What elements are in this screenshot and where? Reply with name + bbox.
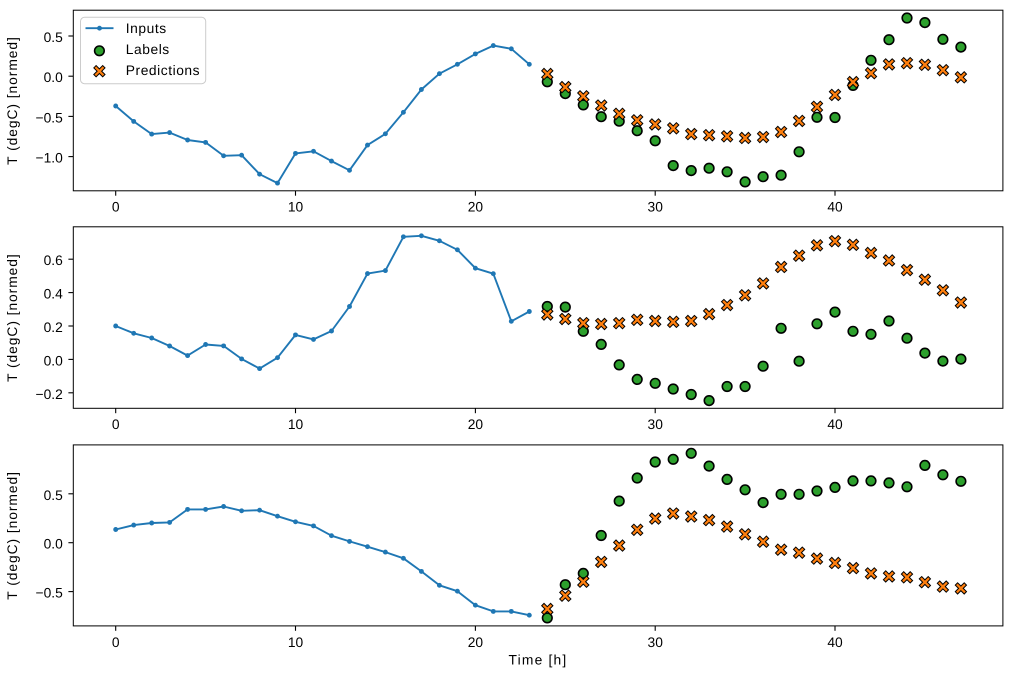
svg-text:0: 0 — [112, 635, 120, 650]
svg-text:20: 20 — [468, 417, 484, 432]
svg-text:−0.5: −0.5 — [36, 110, 64, 125]
svg-text:Predictions: Predictions — [126, 63, 200, 78]
svg-text:0.6: 0.6 — [44, 253, 64, 268]
svg-text:20: 20 — [468, 635, 484, 650]
svg-text:Time [h]: Time [h] — [509, 652, 568, 667]
svg-text:0.4: 0.4 — [44, 287, 64, 302]
svg-text:0.0: 0.0 — [44, 353, 64, 368]
svg-text:−1.0: −1.0 — [36, 151, 64, 166]
svg-text:0: 0 — [112, 200, 120, 215]
svg-text:30: 30 — [648, 200, 664, 215]
svg-text:40: 40 — [827, 635, 843, 650]
svg-text:0.0: 0.0 — [44, 70, 64, 85]
svg-text:10: 10 — [288, 417, 304, 432]
svg-text:40: 40 — [827, 417, 843, 432]
svg-text:−0.2: −0.2 — [36, 387, 63, 402]
svg-text:30: 30 — [648, 635, 664, 650]
svg-text:0.5: 0.5 — [44, 30, 64, 45]
svg-text:−0.5: −0.5 — [36, 586, 64, 601]
svg-text:10: 10 — [288, 200, 304, 215]
svg-text:20: 20 — [468, 200, 484, 215]
svg-text:T (degC) [normed]: T (degC) [normed] — [5, 253, 20, 382]
svg-text:10: 10 — [288, 635, 304, 650]
svg-text:Inputs: Inputs — [126, 21, 167, 36]
svg-text:30: 30 — [648, 417, 664, 432]
svg-text:0.0: 0.0 — [44, 537, 64, 552]
svg-text:0.5: 0.5 — [44, 488, 64, 503]
svg-text:T (degC) [normed]: T (degC) [normed] — [5, 36, 20, 165]
svg-text:0: 0 — [112, 417, 120, 432]
svg-text:40: 40 — [827, 200, 843, 215]
svg-text:Labels: Labels — [126, 42, 170, 57]
svg-text:T (degC) [normed]: T (degC) [normed] — [5, 471, 20, 600]
svg-text:0.2: 0.2 — [44, 320, 63, 335]
